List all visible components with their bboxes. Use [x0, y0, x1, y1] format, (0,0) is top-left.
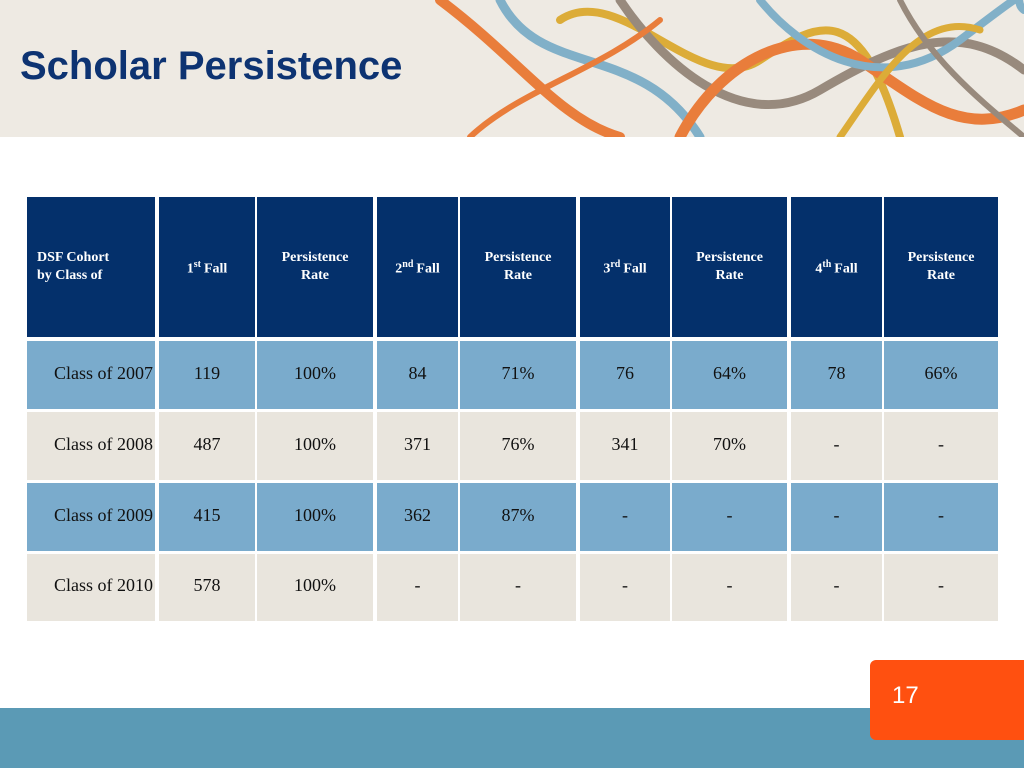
table-cell: Class of 2007: [27, 341, 155, 409]
header-cell: 1st Fall: [159, 197, 255, 337]
table-cell: 84: [377, 341, 458, 409]
header-text: 4th Fall: [815, 256, 857, 279]
header-cell: Persistence Rate: [257, 197, 373, 337]
header-cell: Persistence Rate: [884, 197, 998, 337]
page-number-box: [870, 660, 1024, 740]
table-cell: -: [460, 554, 576, 621]
table-cell: -: [791, 412, 882, 480]
table-cell: 66%: [884, 341, 998, 409]
table-cell: 415: [159, 483, 255, 551]
ordinal-suffix: nd: [402, 258, 414, 270]
header-line: by Class of: [37, 268, 103, 283]
table-cell: 70%: [672, 412, 787, 480]
table-cell: 100%: [257, 483, 373, 551]
table-cell: 100%: [257, 554, 373, 621]
header-cell: 2nd Fall: [377, 197, 458, 337]
header-text: Persistence Rate: [485, 249, 552, 285]
ordinal-suffix: rd: [610, 258, 621, 270]
table-cell: Class of 2008: [27, 412, 155, 480]
table-cell: 100%: [257, 412, 373, 480]
table-cell: -: [791, 483, 882, 551]
header-cell: 3rd Fall: [580, 197, 670, 337]
table-cell: 78: [791, 341, 882, 409]
header-word: Fall: [623, 261, 647, 277]
header-text: 3rd Fall: [603, 256, 646, 279]
table-cell: 119: [159, 341, 255, 409]
header-text: Persistence Rate: [696, 249, 763, 285]
header-line: Rate: [300, 268, 329, 283]
header-cell: Persistence Rate: [460, 197, 576, 337]
header-line: Rate: [926, 268, 955, 283]
decoration: [435, 0, 1024, 137]
header-cell: Persistence Rate: [672, 197, 787, 337]
ordinal: 1: [186, 261, 194, 277]
header-line: Persistence: [907, 250, 975, 265]
header-line: Rate: [715, 268, 744, 283]
header-line: Persistence: [484, 250, 552, 265]
table-cell: 71%: [460, 341, 576, 409]
header-line: DSF Cohort: [37, 250, 110, 265]
table-cell: 487: [159, 412, 255, 480]
header-word: Fall: [416, 261, 440, 277]
header-text: 2nd Fall: [395, 256, 439, 279]
header-line: Persistence: [281, 250, 349, 265]
table-cell: 76%: [460, 412, 576, 480]
table-cell: Class of 2009: [27, 483, 155, 551]
ordinal-suffix: st: [193, 258, 201, 270]
table-cell: 371: [377, 412, 458, 480]
header-word: Fall: [834, 261, 858, 277]
header-line: Rate: [503, 268, 532, 283]
table-cell: 76: [580, 341, 670, 409]
table-cell: Class of 2010: [27, 554, 155, 621]
header-cell: DSF Cohort by Class of: [27, 197, 155, 337]
ordinal: 3: [603, 261, 611, 277]
table-cell: -: [884, 412, 998, 480]
table-cell: -: [580, 483, 670, 551]
table-cell: -: [672, 483, 787, 551]
footer-band: [0, 708, 1024, 768]
table-cell: 578: [159, 554, 255, 621]
ordinal: 4: [815, 261, 823, 277]
table-cell: -: [377, 554, 458, 621]
table-cell: -: [791, 554, 882, 621]
table-cell: 341: [580, 412, 670, 480]
header-text: 1st Fall: [187, 256, 228, 279]
header-text: Persistence Rate: [908, 249, 975, 285]
page-number: 17: [892, 682, 919, 709]
table-cell: -: [580, 554, 670, 621]
header-word: Fall: [203, 261, 228, 277]
header-text: DSF Cohort by Class of: [37, 249, 109, 285]
table-cell: 87%: [460, 483, 576, 551]
table-cell: -: [884, 554, 998, 621]
table-cell: 100%: [257, 341, 373, 409]
table-cell: -: [884, 483, 998, 551]
header-line: Persistence: [696, 250, 763, 265]
ordinal: 2: [395, 261, 403, 277]
header-band: Scholar Persistence: [0, 0, 1024, 137]
header-text: Persistence Rate: [282, 249, 349, 285]
slide-title: Scholar Persistence: [20, 44, 403, 88]
ordinal-suffix: th: [822, 258, 832, 270]
table-cell: 362: [377, 483, 458, 551]
table-cell: 64%: [672, 341, 787, 409]
header-cell: 4th Fall: [791, 197, 882, 337]
table-cell: -: [672, 554, 787, 621]
